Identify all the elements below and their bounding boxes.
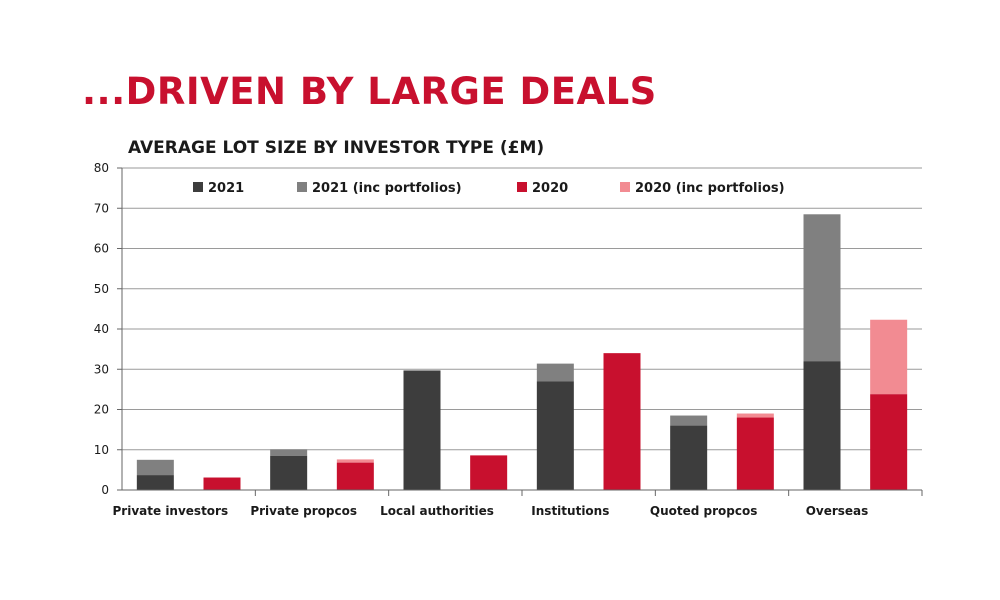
series-2020-bar	[470, 455, 508, 490]
y-tick-label: 20	[94, 403, 109, 417]
bars	[136, 214, 908, 490]
series-2021-inc-portfolios-bar	[803, 214, 841, 362]
y-tick-label: 70	[94, 201, 109, 215]
series-2020-bar	[736, 417, 774, 490]
series-2020-inc-portfolios-bar	[736, 413, 774, 418]
series-2020-bar	[870, 394, 908, 490]
category-label: Overseas	[806, 504, 869, 518]
series-2021-bar	[270, 455, 308, 490]
category-labels: Private investors Private propcos Local au…	[113, 504, 869, 518]
y-tick-labels: 0 10 20 30 40 50 60 70 80	[94, 161, 109, 497]
series-2021-inc-portfolios-bar	[270, 449, 308, 456]
legend-label: 2021	[208, 181, 244, 196]
series-2021-bar	[803, 361, 841, 490]
series-2021-bar	[670, 425, 708, 490]
y-tick-label: 50	[94, 282, 109, 296]
series-2021-inc-portfolios-bar	[670, 415, 708, 426]
series-2021-bar	[403, 370, 441, 490]
series-2020-bar	[203, 477, 241, 490]
y-tick-label: 80	[94, 161, 109, 175]
chart-title: AVERAGE LOT SIZE BY INVESTOR TYPE (£M)	[128, 138, 545, 158]
series-2021-bar	[536, 381, 574, 490]
category-label: Private propcos	[250, 504, 357, 518]
y-tick-label: 60	[94, 242, 109, 256]
y-tick-label: 10	[94, 443, 109, 457]
y-tick-label: 30	[94, 362, 109, 376]
legend-label: 2020 (inc portfolios)	[635, 181, 785, 196]
category-label: Institutions	[531, 504, 609, 518]
series-2021-bar	[136, 475, 174, 490]
y-tick-label: 0	[101, 483, 109, 497]
category-label: Private investors	[113, 504, 229, 518]
series-2020-inc-portfolios-bar	[336, 459, 374, 463]
series-2020-bar	[603, 353, 641, 490]
series-2021-inc-portfolios-bar	[136, 459, 174, 476]
axes	[117, 167, 923, 496]
y-tick-label: 40	[94, 322, 109, 336]
legend-label: 2020	[532, 181, 568, 196]
series-2020-bar	[336, 462, 374, 490]
series-2020-inc-portfolios-bar	[870, 319, 908, 395]
legend: 2021 2021 (inc portfolios) 2020 2020 (inc p…	[193, 181, 785, 196]
gridlines	[122, 167, 922, 451]
headline: ...DRIVEN BY LARGE DEALS	[82, 70, 657, 113]
legend-swatch	[193, 182, 203, 192]
legend-swatch	[620, 182, 630, 192]
legend-label: 2021 (inc portfolios)	[312, 181, 462, 196]
category-label: Local authorities	[380, 504, 494, 518]
series-2021-inc-portfolios-bar	[536, 363, 574, 382]
legend-swatch	[297, 182, 307, 192]
category-label: Quoted propcos	[650, 504, 757, 518]
legend-swatch	[517, 182, 527, 192]
